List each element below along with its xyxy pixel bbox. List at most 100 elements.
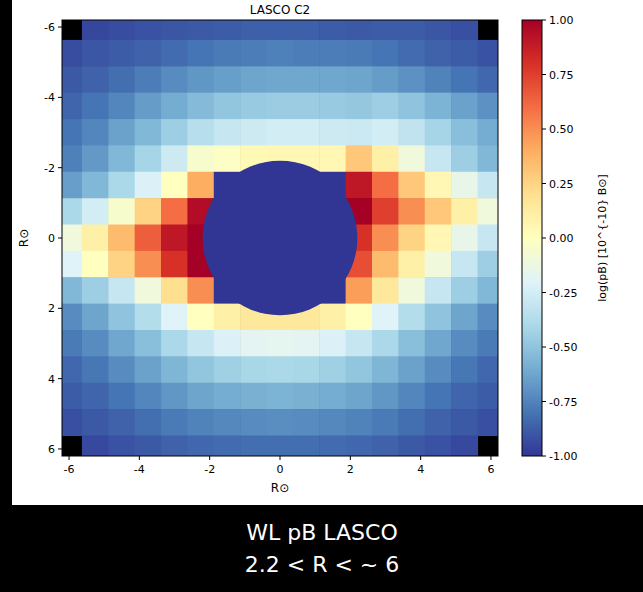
heatmap-cell bbox=[398, 119, 425, 146]
heatmap-cell bbox=[425, 66, 452, 93]
heatmap-cell bbox=[214, 383, 241, 410]
heatmap-cell bbox=[62, 66, 83, 93]
heatmap-cell bbox=[135, 40, 162, 67]
heatmap-cell bbox=[477, 145, 498, 172]
heatmap-cell bbox=[135, 383, 162, 410]
heatmap-cell bbox=[108, 198, 135, 225]
colorbar-tick-label: -0.25 bbox=[549, 287, 577, 300]
heatmap-cell bbox=[82, 40, 109, 67]
heatmap-cell bbox=[372, 145, 399, 172]
heatmap-cell bbox=[451, 330, 478, 357]
heatmap-cell bbox=[240, 20, 267, 41]
heatmap-cell bbox=[319, 66, 346, 93]
heatmap-cell bbox=[62, 172, 83, 199]
heatmap-cell bbox=[425, 198, 452, 225]
heatmap-cell bbox=[477, 251, 498, 278]
heatmap-cell bbox=[108, 145, 135, 172]
heatmap-cell bbox=[451, 198, 478, 225]
heatmap-cell bbox=[135, 66, 162, 93]
heatmap-cell bbox=[62, 119, 83, 146]
heatmap-cell bbox=[214, 40, 241, 67]
heatmap-cell bbox=[135, 251, 162, 278]
heatmap-cell bbox=[372, 225, 399, 252]
heatmap-cell bbox=[398, 304, 425, 331]
heatmap-cell bbox=[135, 93, 162, 120]
heatmap-cell bbox=[108, 409, 135, 436]
heatmap-cell bbox=[135, 435, 162, 456]
x-tick-label: 6 bbox=[487, 463, 494, 476]
heatmap-cell bbox=[346, 409, 373, 436]
heatmap-cell bbox=[372, 304, 399, 331]
heatmap-cell bbox=[240, 383, 267, 410]
heatmap-cell bbox=[161, 40, 188, 67]
heatmap-cell bbox=[425, 435, 452, 456]
heatmap-cell bbox=[451, 145, 478, 172]
heatmap-cell bbox=[398, 356, 425, 383]
heatmap-cell bbox=[372, 119, 399, 146]
heatmap-cell bbox=[293, 119, 320, 146]
heatmap-cell bbox=[398, 20, 425, 41]
heatmap-cell bbox=[82, 198, 109, 225]
figure: -6-4-20246-6-4-20246LASCO C2R⊙R⊙-1.00-0.… bbox=[0, 0, 643, 592]
heatmap-cell bbox=[108, 20, 135, 41]
heatmap-cell bbox=[425, 20, 452, 41]
heatmap-cell bbox=[187, 145, 214, 172]
x-tick bbox=[209, 456, 210, 460]
heatmap-cell bbox=[240, 119, 267, 146]
heatmap-cell bbox=[267, 93, 294, 120]
heatmap-cell bbox=[398, 330, 425, 357]
heatmap-cell bbox=[82, 66, 109, 93]
heatmap-cell bbox=[346, 119, 373, 146]
y-tick-label: 2 bbox=[48, 302, 55, 315]
heatmap-cell bbox=[82, 409, 109, 436]
heatmap-cell bbox=[398, 198, 425, 225]
heatmap-cell bbox=[319, 383, 346, 410]
heatmap-cell bbox=[425, 356, 452, 383]
heatmap-cell bbox=[240, 330, 267, 357]
colorbar-tick-label: 0.75 bbox=[549, 69, 574, 82]
figure-background bbox=[12, 0, 643, 505]
heatmap-cell bbox=[240, 435, 267, 456]
heatmap-cell bbox=[477, 330, 498, 357]
colorbar-tick-label: -1.00 bbox=[549, 450, 577, 463]
heatmap-cell bbox=[240, 66, 267, 93]
x-tick-label: 2 bbox=[347, 463, 354, 476]
x-tick bbox=[69, 456, 70, 460]
heatmap-cell bbox=[398, 251, 425, 278]
heatmap-cell bbox=[425, 251, 452, 278]
heatmap-cell bbox=[187, 277, 214, 304]
heatmap-cell bbox=[62, 198, 83, 225]
colorbar-tick-label: -0.50 bbox=[549, 341, 577, 354]
heatmap-cells bbox=[62, 20, 498, 456]
heatmap-cell bbox=[267, 330, 294, 357]
heatmap-cell bbox=[451, 93, 478, 120]
heatmap-cell bbox=[82, 172, 109, 199]
heatmap-cell bbox=[82, 304, 109, 331]
heatmap-cell bbox=[161, 66, 188, 93]
occulter-disk bbox=[203, 161, 358, 316]
heatmap-cell bbox=[161, 20, 188, 41]
heatmap-cell bbox=[425, 93, 452, 120]
heatmap-cell bbox=[267, 409, 294, 436]
heatmap-cell bbox=[346, 66, 373, 93]
heatmap-cell bbox=[108, 383, 135, 410]
x-tick-label: -6 bbox=[64, 463, 75, 476]
heatmap-cell bbox=[451, 172, 478, 199]
heatmap-cell bbox=[214, 435, 241, 456]
heatmap-cell bbox=[214, 119, 241, 146]
heatmap-cell bbox=[293, 330, 320, 357]
heatmap-cell bbox=[62, 145, 83, 172]
heatmap-cell bbox=[214, 409, 241, 436]
colorbar-tick-label: 0.25 bbox=[549, 178, 574, 191]
heatmap-cell bbox=[372, 93, 399, 120]
heatmap-cell bbox=[161, 383, 188, 410]
heatmap-cell bbox=[293, 356, 320, 383]
heatmap-cell bbox=[293, 66, 320, 93]
heatmap-cell bbox=[451, 251, 478, 278]
colorbar bbox=[522, 20, 542, 456]
heatmap-cell bbox=[372, 277, 399, 304]
heatmap-cell bbox=[398, 93, 425, 120]
heatmap-cell bbox=[62, 40, 83, 67]
heatmap-cell bbox=[135, 409, 162, 436]
y-tick-label: 4 bbox=[48, 373, 55, 386]
